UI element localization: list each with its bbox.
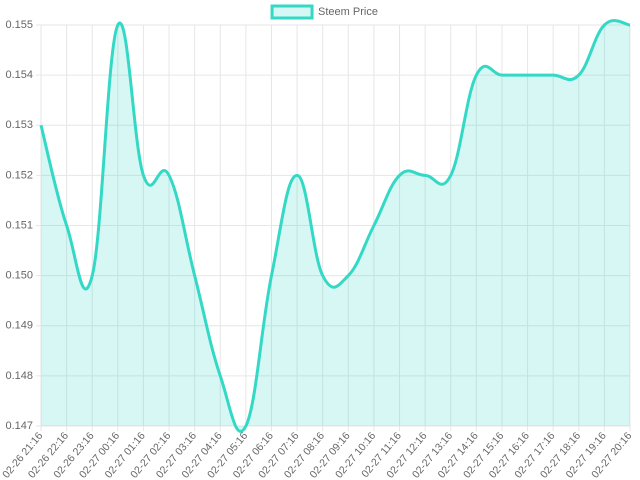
y-tick-label: 0.149 — [5, 320, 33, 332]
y-tick-label: 0.152 — [5, 169, 33, 181]
y-tick-label: 0.147 — [5, 420, 33, 432]
area-fill — [41, 20, 630, 432]
y-tick-label: 0.155 — [5, 19, 33, 31]
legend-swatch — [270, 4, 314, 20]
y-tick-label: 0.148 — [5, 370, 33, 382]
y-tick-label: 0.151 — [5, 219, 33, 231]
line — [39, 19, 631, 433]
y-tick-label: 0.153 — [5, 119, 33, 131]
legend-label: Steem Price — [318, 6, 378, 18]
y-tick-label: 0.150 — [5, 270, 33, 282]
y-tick-label: 0.154 — [5, 69, 33, 81]
